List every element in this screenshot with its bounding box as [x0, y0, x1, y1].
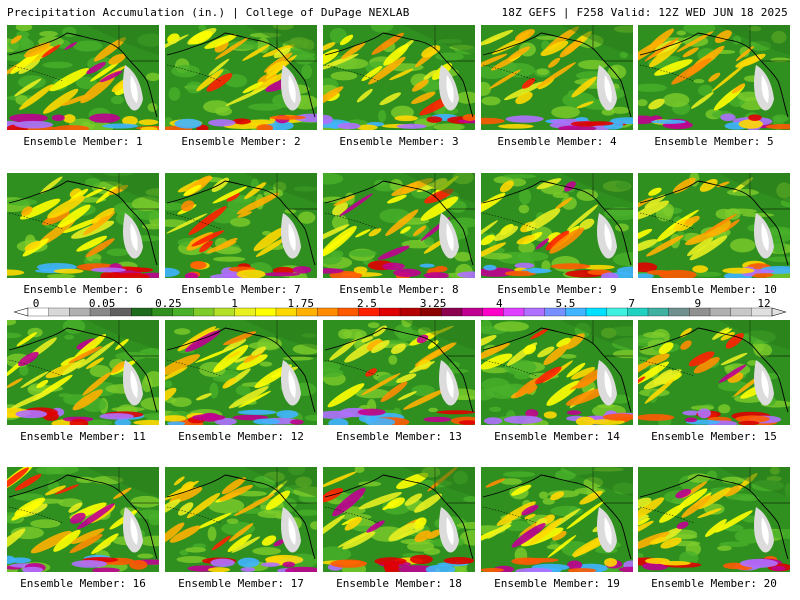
- ensemble-member-map: [638, 467, 790, 572]
- scale-color-bin: [337, 307, 360, 317]
- ensemble-member-label: Ensemble Member: 3: [339, 135, 459, 148]
- scale-tick-label: 2.5: [356, 297, 377, 310]
- ensemble-member-label: Ensemble Member: 18: [336, 577, 462, 590]
- ensemble-member-label: Ensemble Member: 16: [20, 577, 146, 590]
- scale-color-bin: [399, 307, 422, 317]
- scale-tick-label: 1: [231, 297, 238, 310]
- ensemble-member-label: Ensemble Member: 2: [181, 135, 301, 148]
- scale-color-bin: [379, 307, 401, 317]
- precipitation-color-scale: [14, 307, 786, 317]
- ensemble-member-map: [165, 320, 317, 425]
- ensemble-member-label: Ensemble Member: 12: [178, 430, 304, 443]
- ensemble-member-map: [481, 25, 633, 130]
- ensemble-member-map: [165, 173, 317, 278]
- scale-color-bin: [503, 307, 525, 317]
- ensemble-member-label: Ensemble Member: 14: [494, 430, 620, 443]
- ensemble-member-label: Ensemble Member: 6: [23, 283, 143, 296]
- ensemble-member-label: Ensemble Member: 1: [23, 135, 143, 148]
- ensemble-member-map: [165, 25, 317, 130]
- ensemble-member-map: [7, 173, 159, 278]
- scale-color-bin: [461, 307, 484, 317]
- scale-tick-label: 0.05: [88, 297, 116, 310]
- scale-color-bin: [606, 307, 628, 317]
- ensemble-member-label: Ensemble Member: 4: [497, 135, 617, 148]
- ensemble-member-map: [481, 467, 633, 572]
- scale-color-bin: [730, 307, 752, 317]
- scale-tick-label: 0: [32, 297, 40, 310]
- scale-color-bin: [585, 307, 608, 317]
- ensemble-member-map: [323, 25, 475, 130]
- ensemble-member-map: [165, 467, 317, 572]
- scale-color-bin: [709, 307, 732, 317]
- scale-color-bin: [255, 307, 277, 317]
- scale-right-arrow: [771, 307, 786, 317]
- scale-tick-label: 5.5: [555, 297, 576, 310]
- scale-left-arrow: [14, 307, 29, 317]
- ensemble-member-label: Ensemble Member: 20: [651, 577, 777, 590]
- scale-color-bin: [48, 307, 70, 317]
- scale-color-bin: [69, 307, 91, 317]
- ensemble-member-map: [323, 320, 475, 425]
- scale-tick-label: 3.25: [419, 297, 447, 310]
- ensemble-member-map: [7, 467, 159, 572]
- scale-tick-label: 9: [694, 297, 702, 310]
- map-title: Precipitation Accumulation (in.) | Colle…: [7, 6, 410, 19]
- ensemble-member-label: Ensemble Member: 8: [339, 283, 459, 296]
- ensemble-member-map: [481, 320, 633, 425]
- ensemble-member-label: Ensemble Member: 11: [20, 430, 146, 443]
- scale-tick-label: 1.75: [287, 297, 314, 310]
- scale-color-bin: [647, 307, 670, 317]
- ensemble-member-map: [323, 173, 475, 278]
- ensemble-member-label: Ensemble Member: 10: [651, 283, 777, 296]
- ensemble-member-label: Ensemble Member: 5: [654, 135, 774, 148]
- ensemble-member-label: Ensemble Member: 9: [497, 283, 617, 296]
- ensemble-member-label: Ensemble Member: 17: [178, 577, 304, 590]
- ensemble-member-label: Ensemble Member: 19: [494, 577, 620, 590]
- ensemble-member-map: [7, 320, 159, 425]
- run-valid-time: 18Z GEFS | F258 Valid: 12Z WED JUN 18 20…: [501, 6, 788, 19]
- scale-color-bin: [193, 307, 215, 317]
- ensemble-member-map: [481, 173, 633, 278]
- ensemble-member-map: [638, 25, 790, 130]
- ensemble-member-label: Ensemble Member: 15: [651, 430, 777, 443]
- ensemble-member-map: [638, 320, 790, 425]
- scale-tick-label: 0.25: [155, 297, 182, 310]
- ensemble-member-label: Ensemble Member: 7: [181, 283, 301, 296]
- scale-tick-label: 12: [757, 297, 771, 310]
- scale-color-bin: [668, 307, 690, 317]
- scale-tick-label: 4: [495, 297, 503, 310]
- scale-color-bin: [131, 307, 153, 317]
- ensemble-member-map: [638, 173, 790, 278]
- ensemble-member-map: [7, 25, 159, 130]
- scale-color-bin: [523, 307, 546, 317]
- scale-color-bin: [317, 307, 339, 317]
- ensemble-member-label: Ensemble Member: 13: [336, 430, 462, 443]
- scale-tick-label: 7: [628, 297, 635, 310]
- ensemble-member-map: [323, 467, 475, 572]
